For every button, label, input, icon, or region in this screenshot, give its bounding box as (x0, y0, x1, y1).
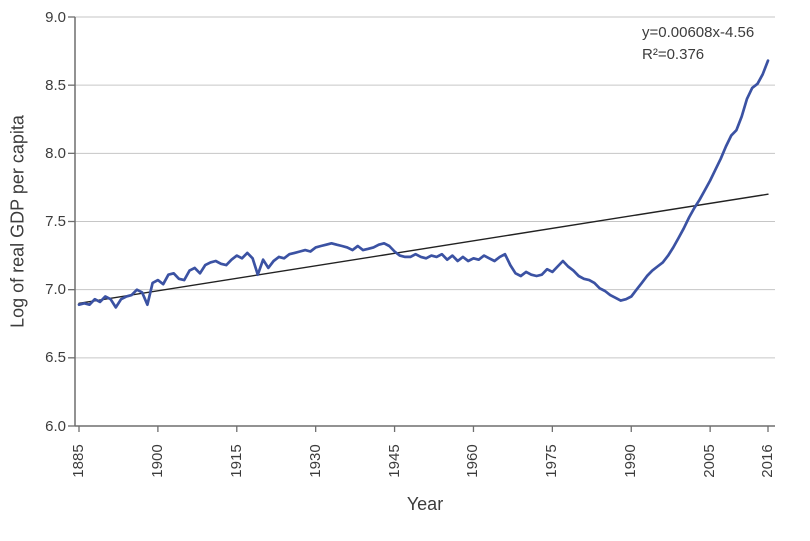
y-tick-label: 8.0 (45, 144, 66, 162)
x-tick-label: 1975 (543, 444, 561, 478)
gdp-series-line (77, 59, 770, 309)
y-tick-label: 6.5 (45, 349, 66, 367)
x-tick-label: 1915 (227, 444, 245, 478)
x-axis-title: Year (406, 494, 444, 514)
y-tick-label: 7.0 (45, 281, 66, 299)
x-tick-label: 1930 (306, 444, 324, 478)
x-tick-label: 1885 (70, 444, 87, 478)
y-tick-label: 8.5 (45, 76, 66, 94)
trend-line (78, 193, 769, 304)
y-tick-label: 7.5 (45, 213, 66, 230)
r-squared-annotation: R²=0.376 (642, 46, 705, 63)
y-tick-label: 9.0 (45, 8, 66, 26)
x-tick-label: 1900 (148, 444, 166, 478)
x-tick-label: 1945 (385, 444, 403, 478)
trend-equation-annotation: y=0.00608x-4.56 (642, 24, 755, 41)
x-tick-label: 1960 (464, 444, 482, 478)
x-tick-label: 1990 (622, 444, 640, 478)
x-tick-label: 2005 (701, 444, 719, 478)
y-tick-label: 6.0 (45, 417, 66, 435)
x-tick-label: 2016 (759, 444, 776, 478)
